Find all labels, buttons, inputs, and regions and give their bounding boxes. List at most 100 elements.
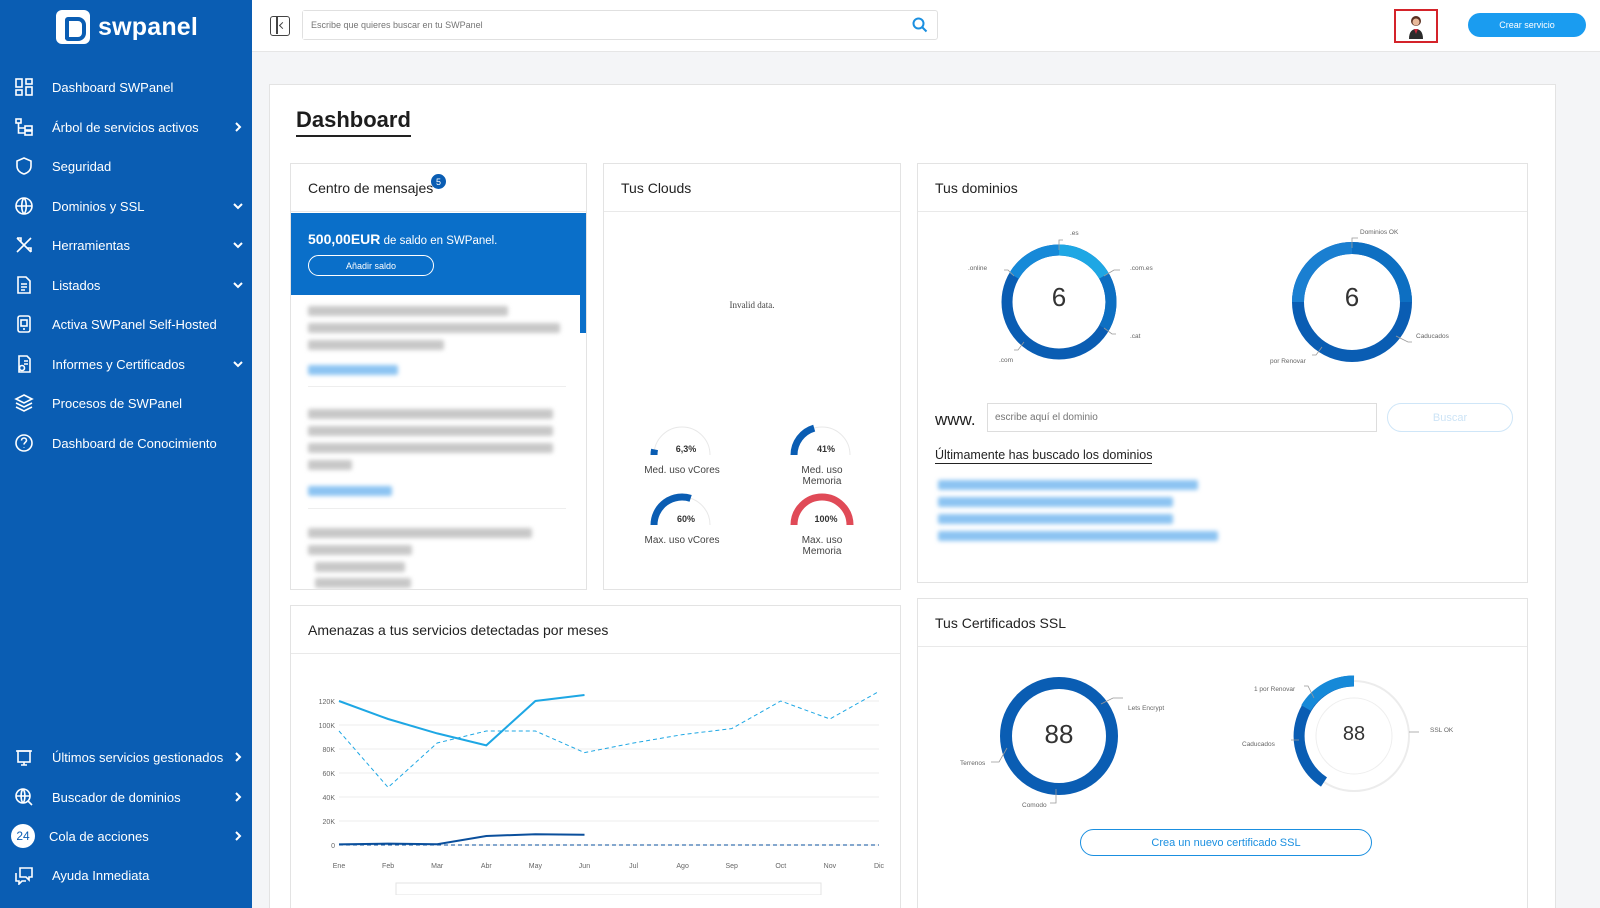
- sidebar-item-action-queue[interactable]: 24 Cola de acciones: [0, 818, 252, 854]
- sidebar-item-label: Árbol de servicios activos: [52, 119, 199, 135]
- page-title: Dashboard: [296, 107, 411, 137]
- card-header: Amenazas a tus servicios detectadas por …: [291, 606, 900, 654]
- chevron-down-icon: [232, 358, 244, 370]
- donut-label: Comodo: [1022, 802, 1047, 809]
- x-tick-label: May: [529, 863, 543, 870]
- donut-label: SSL OK: [1430, 727, 1454, 734]
- global-search-input[interactable]: [303, 11, 883, 39]
- create-service-button[interactable]: Crear servicio: [1468, 13, 1586, 37]
- user-avatar-icon: [1409, 16, 1423, 39]
- donut-segment: [1009, 244, 1060, 279]
- y-tick-label: 100K: [319, 723, 336, 730]
- gauge-avg-memory: 41% Med. uso Memoria: [782, 419, 862, 487]
- tree-icon: [13, 116, 35, 138]
- donut-segment: [1301, 675, 1355, 711]
- x-tick-label: Nov: [824, 863, 837, 870]
- gauge-value: 41%: [817, 444, 835, 454]
- card-title: Tus Certificados SSL: [935, 614, 1066, 631]
- ssl-provider-total: 88: [1044, 719, 1074, 749]
- donut-label: por Renovar: [1270, 358, 1306, 365]
- domain-search-input[interactable]: [987, 403, 1377, 432]
- sidebar-item-label: Dashboard de Conocimiento: [52, 435, 217, 451]
- card-header: Tus Certificados SSL: [918, 599, 1527, 647]
- messages-scrollbar[interactable]: [580, 295, 586, 333]
- top-bar: Crear servicio: [252, 0, 1600, 52]
- gauge-value: 60%: [677, 514, 695, 524]
- sidebar-item-security[interactable]: Seguridad: [0, 148, 252, 184]
- sidebar-item-dashboard[interactable]: Dashboard SWPanel: [0, 69, 252, 105]
- donut-segment: [1351, 242, 1412, 303]
- gauge-max-memory-chart: 100%: [790, 493, 854, 526]
- collapse-sidebar-icon[interactable]: [270, 16, 290, 36]
- sidebar-item-recent-services[interactable]: Últimos servicios gestionados: [0, 739, 252, 775]
- layers-icon: [13, 392, 35, 414]
- domains-tld-donut: [1001, 239, 1120, 360]
- donut-label: .com.es: [1130, 265, 1153, 272]
- tools-icon: [13, 234, 35, 256]
- new-ssl-button[interactable]: Crea un nuevo certificado SSL: [1080, 829, 1372, 856]
- y-tick-label: 0: [331, 843, 335, 850]
- domains-status-donut: [1292, 237, 1412, 362]
- domain-search-button[interactable]: Buscar: [1387, 403, 1513, 432]
- recent-domains-title: Últimamente has buscado los dominios: [935, 448, 1153, 464]
- recent-services-icon: [13, 746, 35, 768]
- gauge-max-vcores-chart: 60%: [650, 493, 711, 526]
- help-circle-icon: [13, 432, 35, 454]
- y-tick-label: 80K: [323, 747, 336, 754]
- balance-text: 500,00EUR de saldo en SWPanel.: [308, 231, 497, 247]
- series-line: [338, 694, 585, 747]
- donut-segment: [1058, 244, 1109, 279]
- chevron-right-icon: [232, 830, 244, 842]
- sidebar-item-label: Ayuda Inmediata: [52, 867, 150, 883]
- x-tick-label: Sep: [725, 863, 738, 870]
- dashboard-panel: Dashboard Centro de mensajes 5 500,00EUR…: [269, 84, 1556, 908]
- card-title: Tus Clouds: [621, 179, 692, 196]
- donut-label: Caducados: [1242, 741, 1275, 748]
- www-globe-icon: [13, 195, 35, 217]
- gauge-fill: [650, 448, 658, 456]
- search-icon[interactable]: [912, 17, 928, 33]
- domains-tld-total: 6: [1051, 282, 1067, 312]
- chevron-right-icon: [232, 751, 244, 763]
- sidebar-item-label: Informes y Certificados: [52, 356, 185, 372]
- sidebar-item-service-tree[interactable]: Árbol de servicios activos: [0, 109, 252, 145]
- sidebar-item-label: Cola de acciones: [49, 828, 149, 844]
- add-balance-button[interactable]: Añadir saldo: [308, 255, 434, 276]
- balance-amount: 500,00EUR: [308, 231, 381, 247]
- donut-label: Lets Encrypt: [1128, 705, 1165, 712]
- sidebar-item-domains-ssl[interactable]: Dominios y SSL: [0, 188, 252, 224]
- domains-donut-charts: [1001, 237, 1412, 362]
- y-tick-label: 60K: [323, 771, 336, 778]
- www-prefix: www.: [935, 410, 976, 429]
- sidebar-item-reports[interactable]: Informes y Certificados: [0, 346, 252, 382]
- donut-label: .online: [968, 265, 988, 272]
- sidebar-item-knowledge[interactable]: Dashboard de Conocimiento: [0, 425, 252, 461]
- chevron-right-icon: [232, 121, 244, 133]
- sidebar-item-domain-search[interactable]: Buscador de dominios: [0, 779, 252, 815]
- gauge-track: [653, 426, 711, 456]
- sidebar-item-label: Herramientas: [52, 237, 131, 253]
- gauge-avg-vcores: 6,3% Med. uso vCores: [642, 419, 722, 476]
- gauge-label: Max. uso Memoria: [801, 535, 843, 557]
- chat-help-icon: [13, 864, 35, 886]
- legend-box: [395, 882, 822, 895]
- chevron-down-icon: [232, 279, 244, 291]
- user-avatar[interactable]: [1394, 9, 1438, 43]
- sidebar-item-self-hosted[interactable]: Activa SWPanel Self-Hosted: [0, 306, 252, 342]
- sidebar-item-tools[interactable]: Herramientas: [0, 227, 252, 263]
- x-tick-label: Jul: [629, 863, 638, 870]
- swpanel-logo[interactable]: swpanel: [56, 10, 198, 44]
- donut-segment: [1099, 273, 1117, 331]
- card-title: Centro de mensajes: [308, 179, 434, 196]
- report-icon: [13, 353, 35, 375]
- sidebar-item-processes[interactable]: Procesos de SWPanel: [0, 385, 252, 421]
- domains-status-total: 6: [1344, 282, 1360, 312]
- gauge-label: Med. uso Memoria: [801, 465, 843, 487]
- sidebar-item-help[interactable]: Ayuda Inmediata: [0, 857, 252, 893]
- sidebar-item-listings[interactable]: Listados: [0, 267, 252, 303]
- y-tick-label: 40K: [323, 795, 336, 802]
- sidebar-item-label: Procesos de SWPanel: [52, 395, 183, 411]
- donut-segment: [1292, 242, 1353, 303]
- donut-label: Caducados: [1416, 333, 1449, 340]
- sidebar-item-label: Seguridad: [52, 158, 112, 174]
